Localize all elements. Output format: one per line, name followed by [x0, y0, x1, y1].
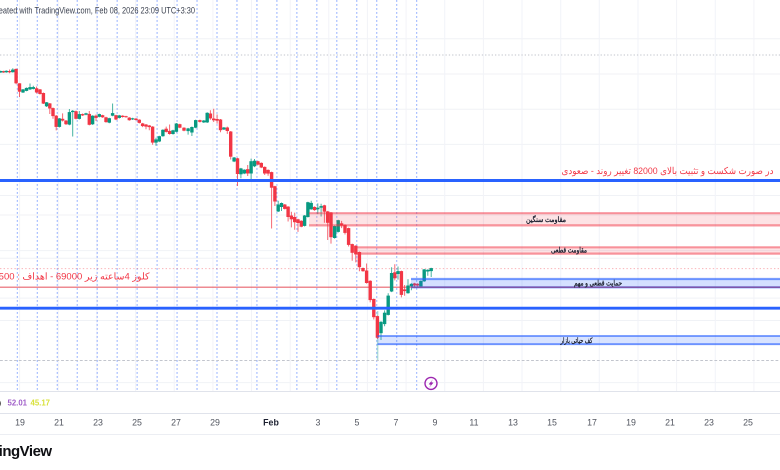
- svg-text:Created with TradingView.com,: Created with TradingView.com, Feb 08, 20…: [0, 6, 195, 16]
- svg-text:Feb: Feb: [263, 417, 279, 427]
- svg-text:مقاومت سنگین: مقاومت سنگین: [526, 215, 566, 224]
- svg-text:TradingView: TradingView: [0, 443, 52, 460]
- svg-text:23: 23: [93, 417, 103, 427]
- svg-text:52.01: 52.01: [8, 399, 28, 408]
- svg-text:کف حیاتی بازار: کف حیاتی بازار: [560, 336, 593, 345]
- svg-text:25: 25: [743, 417, 753, 427]
- svg-text:45.17: 45.17: [31, 399, 51, 408]
- svg-text:27: 27: [171, 417, 181, 427]
- svg-text:19: 19: [626, 417, 636, 427]
- svg-text:13: 13: [508, 417, 518, 427]
- svg-text:کلوز 4ساعته زیر 69000 - اهداف: کلوز 4ساعته زیر 69000 - اهداف : 65,500: [0, 271, 150, 282]
- svg-text:3: 3: [316, 417, 321, 427]
- svg-text:29: 29: [210, 417, 220, 427]
- svg-text:19: 19: [15, 417, 25, 427]
- svg-text:5: 5: [355, 417, 360, 427]
- svg-text:حمایت قطعی و مهم: حمایت قطعی و مهم: [574, 279, 622, 288]
- svg-text:23: 23: [704, 417, 714, 427]
- svg-text:25: 25: [132, 417, 142, 427]
- svg-text:در صورت شکست و تثبیت بالای 820: در صورت شکست و تثبیت بالای 82000 تغییر ر…: [562, 166, 774, 177]
- svg-text:11: 11: [469, 417, 478, 427]
- svg-text:21: 21: [665, 417, 675, 427]
- svg-text:9: 9: [433, 417, 438, 427]
- svg-text:21: 21: [54, 417, 64, 427]
- svg-text:مقاومت قطعی: مقاومت قطعی: [551, 245, 587, 254]
- svg-text:7: 7: [394, 417, 399, 427]
- svg-text:17: 17: [587, 417, 597, 427]
- svg-text:15: 15: [547, 417, 557, 427]
